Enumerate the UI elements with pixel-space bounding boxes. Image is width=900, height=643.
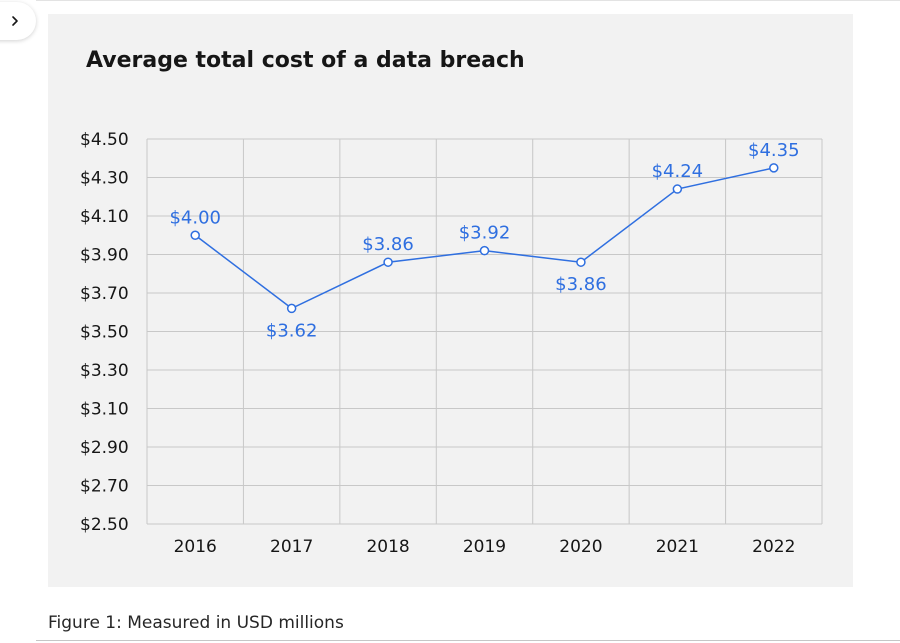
y-tick-label: $2.70	[80, 477, 129, 497]
y-tick-label: $4.30	[80, 169, 129, 189]
caption-divider	[36, 640, 900, 641]
y-tick-label: $3.70	[80, 284, 129, 304]
data-label: $4.24	[652, 161, 704, 182]
data-point	[190, 230, 200, 240]
x-tick-label: 2020	[559, 537, 602, 557]
data-point	[383, 257, 393, 267]
x-tick-label: 2017	[270, 537, 313, 557]
data-point	[576, 257, 586, 267]
chart-panel	[48, 14, 853, 587]
x-tick-label: 2016	[174, 537, 217, 557]
y-tick-label: $2.90	[80, 438, 129, 458]
data-label: $3.92	[459, 223, 511, 244]
data-point	[479, 245, 490, 256]
data-point	[769, 163, 779, 173]
x-tick-label: 2019	[463, 537, 506, 557]
data-label: $4.35	[748, 140, 800, 161]
chevron-right-icon	[10, 15, 20, 27]
y-tick-label: $4.10	[80, 207, 129, 227]
figure-caption: Figure 1: Measured in USD millions	[48, 613, 344, 633]
y-tick-label: $3.90	[80, 246, 129, 266]
chart-title: Average total cost of a data breach	[86, 48, 525, 73]
y-tick-label: $3.30	[80, 361, 129, 381]
top-divider	[36, 0, 900, 1]
data-label: $3.62	[266, 320, 318, 341]
data-label: $3.86	[362, 234, 414, 255]
y-tick-label: $3.50	[80, 323, 129, 343]
data-point	[286, 303, 297, 314]
data-label: $4.00	[169, 207, 221, 228]
data-point	[672, 184, 683, 194]
x-tick-label: 2021	[656, 537, 699, 557]
y-tick-label: $2.50	[80, 515, 129, 535]
y-tick-label: $3.10	[80, 400, 129, 420]
data-label: $3.86	[555, 274, 607, 295]
y-tick-label: $4.50	[80, 130, 129, 150]
x-tick-label: 2022	[752, 537, 795, 557]
x-tick-label: 2018	[366, 537, 409, 557]
expand-sidebar-button[interactable]	[0, 2, 36, 40]
